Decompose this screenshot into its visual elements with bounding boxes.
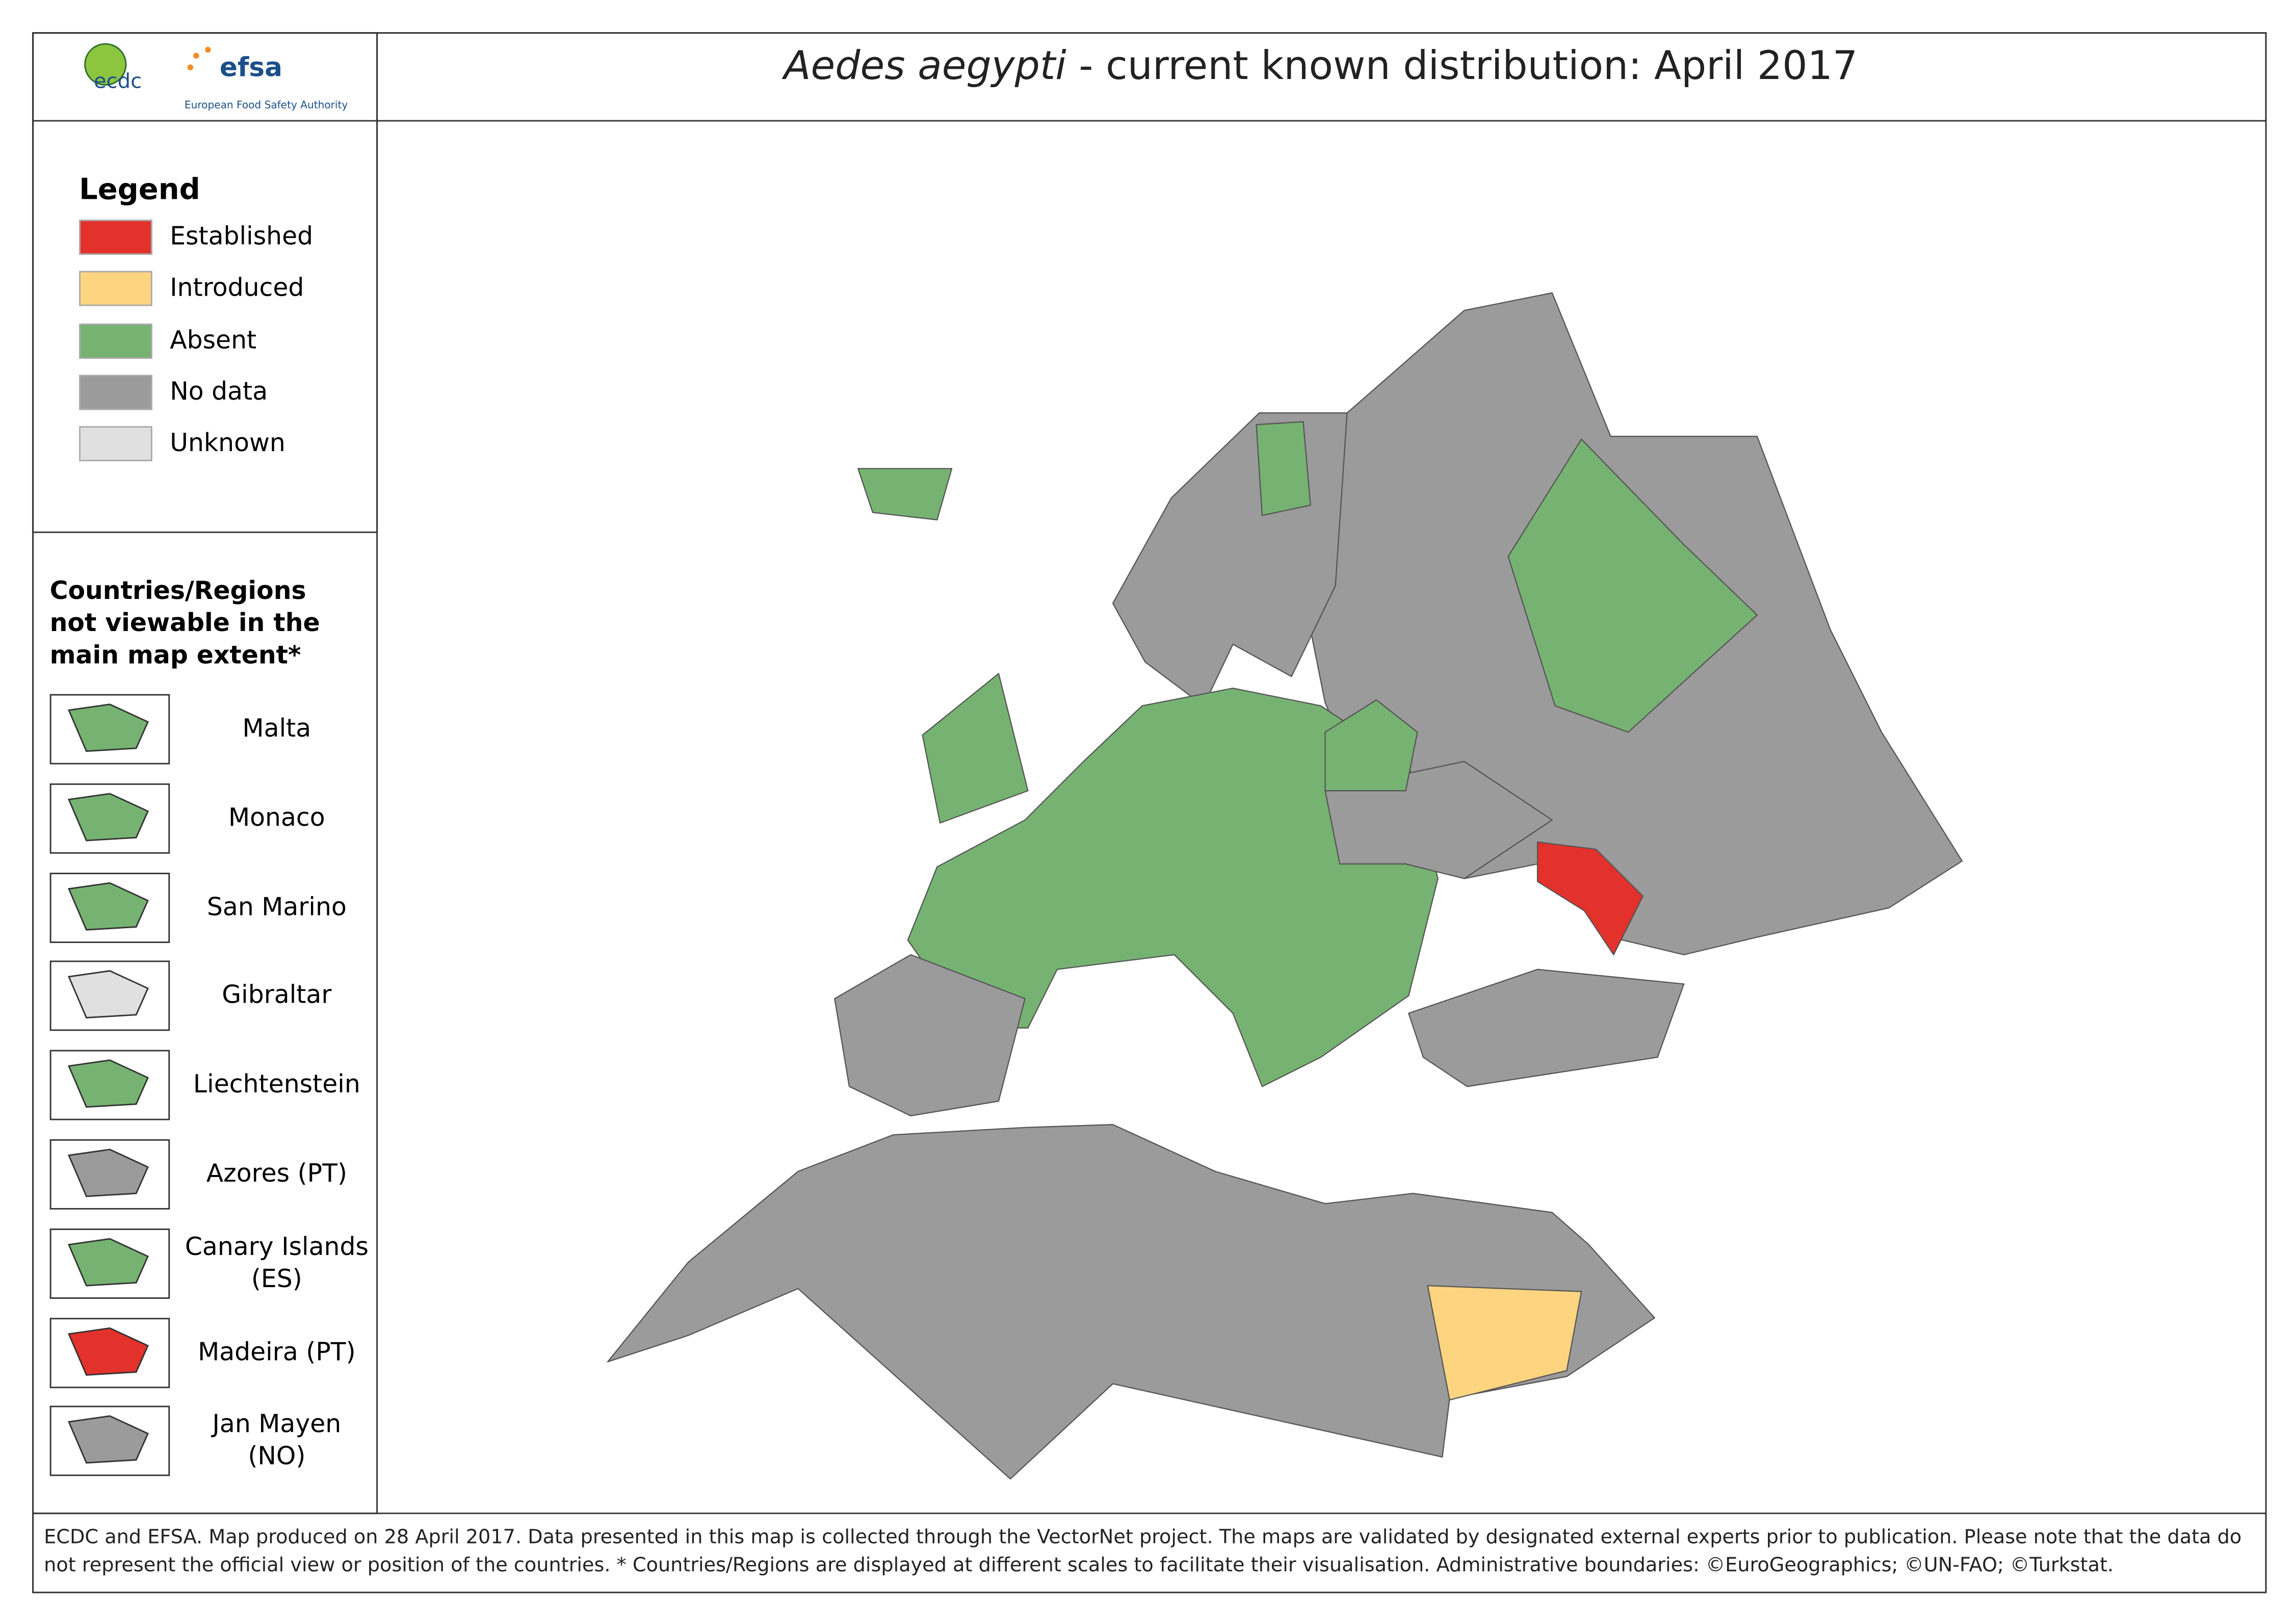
- inset-shape: [67, 971, 149, 1019]
- inset-label: Liechtenstein: [193, 1070, 360, 1100]
- legend-label: Established: [170, 222, 314, 252]
- region-absent: [1507, 438, 1758, 733]
- inset-item: Canary Islands (ES): [49, 1228, 375, 1299]
- inset-box: [49, 1406, 170, 1477]
- region-no-data: [607, 1124, 1655, 1480]
- inset-region: [67, 1148, 149, 1197]
- inset-region: [67, 881, 149, 930]
- legend-swatch: [79, 375, 152, 410]
- region-absent: [1324, 699, 1418, 792]
- inset-box: [49, 694, 170, 765]
- region-no-data: [1408, 969, 1685, 1087]
- inset-item: San Marino: [49, 872, 375, 943]
- region-no-data: [1112, 412, 1348, 707]
- region-absent: [907, 687, 1439, 1087]
- inset-box: [49, 1228, 170, 1299]
- legend-swatch: [79, 271, 152, 307]
- title-rest: - current known distribution: April 2017: [1066, 44, 1858, 90]
- inset-shape: [67, 881, 149, 930]
- region-established: [1536, 841, 1643, 956]
- inset-label: Azores (PT): [206, 1160, 348, 1189]
- footer-box: [32, 1512, 2267, 1593]
- efsa-subtitle: European Food Safety Authority: [185, 99, 348, 111]
- inset-shape: [67, 1059, 149, 1108]
- inset-item: Liechtenstein: [49, 1050, 375, 1121]
- legend-label: Absent: [170, 326, 257, 355]
- inset-box: [49, 961, 170, 1032]
- legend-swatch: [79, 323, 152, 358]
- inset-item: Malta: [49, 694, 375, 765]
- inset-region: [67, 1238, 149, 1287]
- legend-box: [32, 32, 378, 533]
- inset-label: San Marino: [206, 893, 347, 922]
- region-absent: [1256, 421, 1311, 516]
- inset-box: [49, 1050, 170, 1121]
- footer-text: ECDC and EFSA. Map produced on 28 April …: [44, 1527, 2242, 1577]
- inset-region: [67, 1326, 149, 1375]
- region-absent: [857, 468, 953, 520]
- inset-region: [67, 1059, 149, 1108]
- inset-shape: [67, 1326, 149, 1375]
- legend-title: Legend: [79, 171, 200, 207]
- main-map: [607, 292, 1963, 1480]
- inset-box: [49, 1139, 170, 1210]
- species-name: Aedes aegypti: [784, 44, 1066, 90]
- ecdc-globe: [84, 43, 127, 86]
- inset-shape: [67, 1148, 149, 1197]
- efsa-logo: efsa: [220, 52, 282, 83]
- inset-region: [67, 792, 149, 841]
- region-absent: [922, 673, 1029, 824]
- inset-item: Gibraltar: [49, 961, 375, 1032]
- inset-label: Malta: [242, 714, 311, 744]
- inset-shape: [67, 792, 149, 841]
- inset-box: [49, 872, 170, 943]
- legend-swatch: [79, 426, 152, 462]
- inset-region: [67, 703, 149, 752]
- inset-shape: [67, 1238, 149, 1287]
- inset-box: [49, 783, 170, 854]
- inset-box: [49, 1317, 170, 1388]
- region-no-data: [834, 954, 1026, 1117]
- inset-item: Madeira (PT): [49, 1317, 375, 1388]
- inset-item: Jan Mayen (NO): [49, 1406, 375, 1477]
- inset-title: Countries/Regions not viewable in the ma…: [49, 577, 320, 671]
- legend-label: Introduced: [170, 274, 304, 304]
- map-title: Aedes aegypti - current known distributi…: [378, 44, 2264, 89]
- region-introduced: [1427, 1285, 1582, 1401]
- inset-shape: [67, 703, 149, 752]
- legend-label: Unknown: [170, 429, 285, 459]
- inset-item: Monaco: [49, 783, 375, 854]
- inset-shape: [67, 1416, 149, 1465]
- legend-label: No data: [170, 377, 268, 407]
- inset-label: Madeira (PT): [198, 1338, 356, 1367]
- ecdc-logo: ecdc: [94, 69, 142, 93]
- inset-region: [67, 1416, 149, 1465]
- inset-label: Monaco: [228, 803, 325, 833]
- inset-label: Gibraltar: [222, 981, 332, 1011]
- inset-label: Jan Mayen (NO): [212, 1410, 342, 1473]
- legend-swatch: [79, 219, 152, 255]
- logos: ecdc efsa European Food Safety Authority: [84, 43, 348, 111]
- inset-label: Canary Islands (ES): [185, 1233, 369, 1294]
- inset-region: [67, 971, 149, 1019]
- inset-item: Azores (PT): [49, 1139, 375, 1210]
